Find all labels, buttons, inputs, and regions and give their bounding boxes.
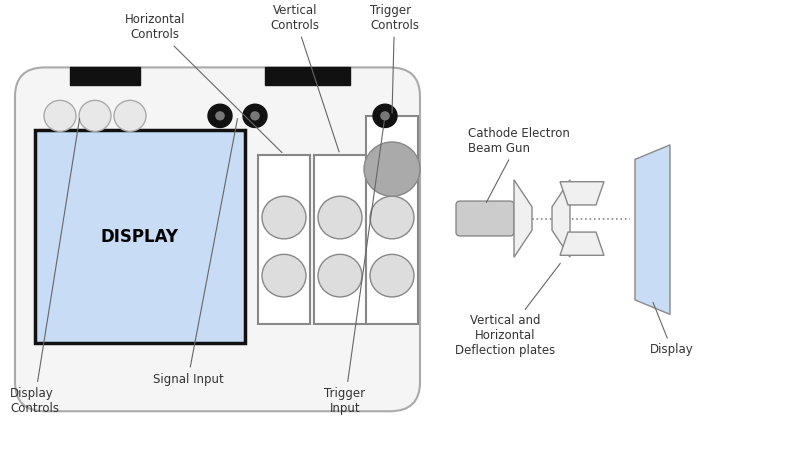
Text: Signal Input: Signal Input <box>153 118 238 386</box>
Text: Cathode Electron
Beam Gun: Cathode Electron Beam Gun <box>468 126 570 202</box>
Circle shape <box>262 254 306 297</box>
FancyBboxPatch shape <box>15 68 420 411</box>
Polygon shape <box>514 180 532 257</box>
Bar <box>366 116 418 324</box>
Circle shape <box>370 196 414 239</box>
FancyBboxPatch shape <box>456 201 514 236</box>
Bar <box>70 68 140 85</box>
Text: Trigger
Input: Trigger Input <box>325 119 385 415</box>
Bar <box>258 155 310 324</box>
Polygon shape <box>560 232 604 255</box>
Circle shape <box>208 104 232 127</box>
Polygon shape <box>635 145 670 315</box>
Circle shape <box>243 104 267 127</box>
Circle shape <box>318 196 362 239</box>
Polygon shape <box>560 182 604 205</box>
Bar <box>35 130 245 343</box>
Bar <box>314 155 366 324</box>
Circle shape <box>79 100 111 131</box>
Circle shape <box>44 100 76 131</box>
Text: Horizontal
Controls: Horizontal Controls <box>125 13 282 153</box>
Polygon shape <box>552 180 570 257</box>
Circle shape <box>215 111 225 121</box>
Text: Vertical
Controls: Vertical Controls <box>270 4 339 152</box>
Circle shape <box>318 254 362 297</box>
Text: Vertical and
Horizontal
Deflection plates: Vertical and Horizontal Deflection plate… <box>455 263 560 357</box>
Circle shape <box>114 100 146 131</box>
Text: Display: Display <box>650 302 694 356</box>
Circle shape <box>370 254 414 297</box>
Circle shape <box>262 196 306 239</box>
Text: DISPLAY: DISPLAY <box>101 228 179 246</box>
Text: Trigger
Controls: Trigger Controls <box>370 4 419 113</box>
Circle shape <box>373 104 397 127</box>
Circle shape <box>380 111 390 121</box>
Circle shape <box>250 111 260 121</box>
Text: Display
Controls: Display Controls <box>10 119 79 415</box>
Bar <box>265 68 350 85</box>
Circle shape <box>364 142 420 196</box>
